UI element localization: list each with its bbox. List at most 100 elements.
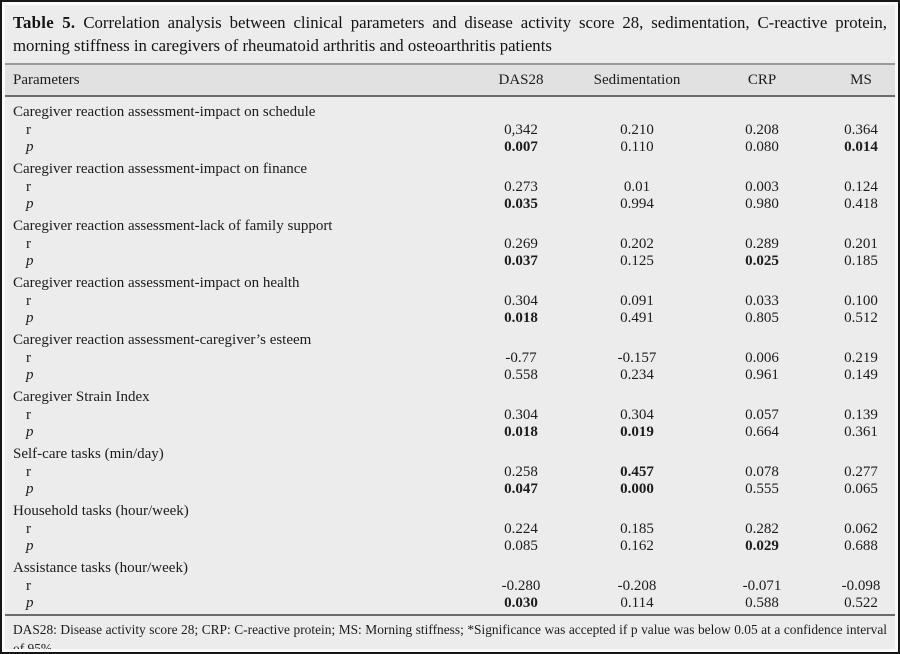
- stat-label-r: r: [26, 464, 31, 480]
- value-cell: 0.018: [504, 310, 538, 326]
- stat-label-r: r: [26, 521, 31, 537]
- parameter-name: Caregiver Strain Index: [13, 389, 150, 405]
- value-cell: 0.994: [620, 196, 654, 212]
- value-cell: 0.961: [745, 367, 779, 383]
- value-cell: 0.418: [844, 196, 878, 212]
- table-section: Assistance tasks (hour/week) r -0.280 -0.20…: [5, 555, 895, 612]
- value-cell: 0.014: [844, 139, 878, 155]
- value-cell: 0.185: [620, 521, 654, 537]
- column-header-das28: DAS28: [498, 71, 544, 88]
- value-cell: 0.219: [844, 350, 878, 366]
- stat-label-r: r: [26, 350, 31, 366]
- stat-row-r: r -0.280 -0.208 -0.071 -0.098: [5, 578, 895, 595]
- value-cell: 0.033: [745, 293, 779, 309]
- value-cell: 0.980: [745, 196, 779, 212]
- stat-row-p: p 0.047 0.000 0.555 0.065: [5, 481, 895, 498]
- value-cell: 0.065: [844, 481, 878, 497]
- value-cell: 0.282: [745, 521, 779, 537]
- value-cell: 0.588: [745, 595, 779, 611]
- value-cell: 0.258: [504, 464, 538, 480]
- stat-label-p: p: [26, 196, 34, 212]
- stat-row-r: r 0.269 0.202 0.289 0.201: [5, 236, 895, 253]
- value-cell: 0.124: [844, 179, 878, 195]
- value-cell: -0.098: [841, 578, 881, 594]
- table-section: Caregiver Strain Index r 0.304 0.304 0.057 0.…: [5, 384, 895, 441]
- value-cell: 0.085: [504, 538, 538, 554]
- value-cell: 0.114: [620, 595, 654, 611]
- column-header-ms: MS: [850, 71, 872, 88]
- value-cell: 0.805: [745, 310, 779, 326]
- stat-label-p: p: [26, 424, 34, 440]
- value-cell: 0.555: [745, 481, 779, 497]
- value-cell: 0.185: [844, 253, 878, 269]
- value-cell: -0.280: [501, 578, 541, 594]
- stat-label-r: r: [26, 179, 31, 195]
- parameter-name: Self-care tasks (min/day): [13, 446, 164, 462]
- value-cell: 0.018: [504, 424, 538, 440]
- value-cell: 0.273: [504, 179, 538, 195]
- value-cell: 0.091: [620, 293, 654, 309]
- table-section: Household tasks (hour/week) r 0.224 0.185 0.…: [5, 498, 895, 555]
- value-cell: 0.289: [745, 236, 779, 252]
- value-cell: 0.202: [620, 236, 654, 252]
- stat-row-r: r 0.224 0.185 0.282 0.062: [5, 521, 895, 538]
- column-header-parameters: Parameters: [13, 71, 80, 88]
- table-surface: Table 5. Correlation analysis between cl…: [5, 5, 895, 649]
- value-cell: 0.688: [844, 538, 878, 554]
- stat-label-p: p: [26, 253, 34, 269]
- stat-label-r: r: [26, 293, 31, 309]
- stat-row-r: r 0.273 0.01 0.003 0.124: [5, 179, 895, 196]
- value-cell: 0.208: [745, 122, 779, 138]
- value-cell: 0.006: [745, 350, 779, 366]
- stat-row-p: p 0.018 0.491 0.805 0.512: [5, 310, 895, 327]
- parameter-name: Caregiver reaction assessment-impact on …: [13, 161, 308, 177]
- stat-row-r: r 0.304 0.304 0.057 0.139: [5, 407, 895, 424]
- value-cell: 0.304: [504, 293, 538, 309]
- value-cell: -0.157: [617, 350, 657, 366]
- parameter-name: Assistance tasks (hour/week): [13, 560, 188, 576]
- value-cell: 0.078: [745, 464, 779, 480]
- value-cell: 0.003: [745, 179, 779, 195]
- table-section: Caregiver reaction assessment-impact on …: [5, 99, 895, 156]
- value-cell: 0.269: [504, 236, 538, 252]
- value-cell: 0.558: [504, 367, 538, 383]
- table-caption-text: Correlation analysis between clinical pa…: [13, 13, 887, 55]
- value-cell: -0.77: [505, 350, 537, 366]
- stat-row-p: p 0.037 0.125 0.025 0.185: [5, 253, 895, 270]
- value-cell: 0.361: [844, 424, 878, 440]
- stat-label-p: p: [26, 139, 34, 155]
- value-cell: 0.125: [620, 253, 654, 269]
- stat-row-p: p 0.035 0.994 0.980 0.418: [5, 196, 895, 213]
- column-header-crp: CRP: [747, 71, 777, 88]
- value-cell: 0.201: [844, 236, 878, 252]
- value-cell: 0.224: [504, 521, 538, 537]
- value-cell: 0.491: [620, 310, 654, 326]
- stat-row-r: r 0.258 0.457 0.078 0.277: [5, 464, 895, 481]
- value-cell: 0.162: [620, 538, 654, 554]
- table-section: Caregiver reaction assessment-impact on …: [5, 270, 895, 327]
- value-cell: -0.208: [617, 578, 657, 594]
- value-cell: 0.304: [504, 407, 538, 423]
- value-cell: 0.664: [745, 424, 779, 440]
- table-section: Caregiver reaction assessment-caregiver’…: [5, 327, 895, 384]
- stat-row-r: r 0.304 0.091 0.033 0.100: [5, 293, 895, 310]
- value-cell: 0.047: [504, 481, 538, 497]
- parameter-name: Caregiver reaction assessment-impact on …: [13, 104, 316, 120]
- value-cell: 0.000: [620, 481, 654, 497]
- value-cell: 0.035: [504, 196, 538, 212]
- value-cell: 0.057: [745, 407, 779, 423]
- value-cell: 0.029: [745, 538, 779, 554]
- stat-row-p: p 0.085 0.162 0.029 0.688: [5, 538, 895, 555]
- value-cell: 0.457: [620, 464, 654, 480]
- stat-row-p: p 0.558 0.234 0.961 0.149: [5, 367, 895, 384]
- value-cell: 0.100: [844, 293, 878, 309]
- value-cell: 0.149: [844, 367, 878, 383]
- parameter-name: Caregiver reaction assessment-impact on …: [13, 275, 300, 291]
- stat-row-r: r 0,342 0.210 0.208 0.364: [5, 122, 895, 139]
- stat-label-r: r: [26, 578, 31, 594]
- value-cell: 0.234: [620, 367, 654, 383]
- value-cell: 0.522: [844, 595, 878, 611]
- stat-row-p: p 0.018 0.019 0.664 0.361: [5, 424, 895, 441]
- stat-label-r: r: [26, 407, 31, 423]
